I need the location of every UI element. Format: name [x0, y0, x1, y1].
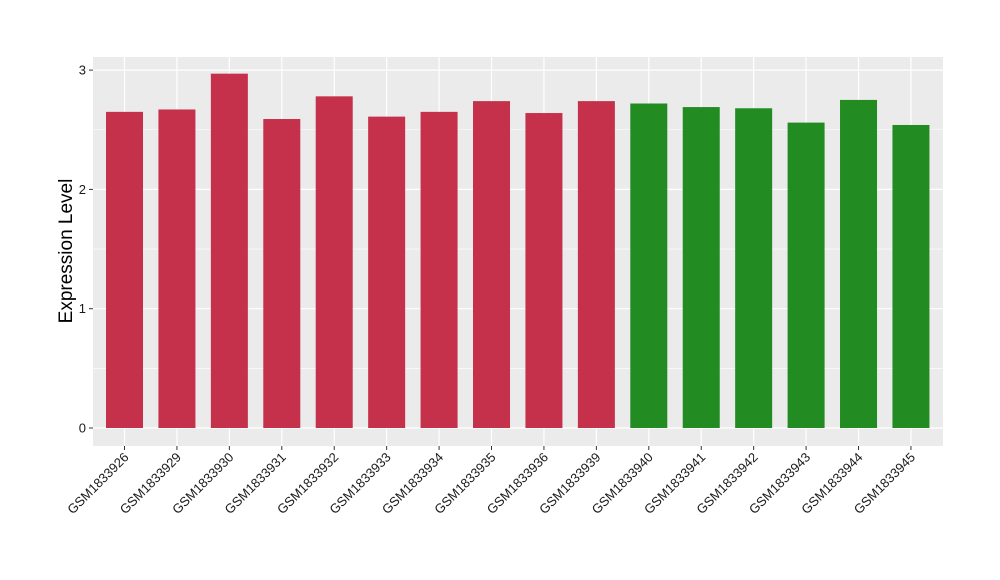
y-axis-title: Expression Level [56, 179, 77, 324]
y-tick-label: 0 [79, 421, 86, 436]
bar-GSM1833929 [158, 109, 196, 429]
bars-group [106, 73, 930, 429]
bar-GSM1833944 [840, 99, 878, 429]
bar-GSM1833930 [210, 73, 248, 428]
bar-GSM1833943 [787, 122, 825, 428]
bar-GSM1833941 [682, 107, 720, 428]
bar-GSM1833942 [735, 108, 773, 428]
y-tick-label: 1 [79, 301, 86, 316]
y-axis-ticks: 0 1 2 3 [79, 63, 93, 436]
bar-GSM1833936 [525, 113, 563, 428]
bar-GSM1833934 [420, 111, 458, 428]
bar-GSM1833931 [263, 119, 301, 428]
x-axis-ticks: GSM1833926GSM1833929GSM1833930GSM1833931… [64, 446, 918, 517]
bar-GSM1833933 [368, 116, 406, 428]
bar-GSM1833945 [892, 124, 930, 428]
bar-GSM1833940 [630, 103, 668, 428]
y-tick-label: 3 [79, 63, 86, 78]
bar-GSM1833926 [106, 111, 143, 428]
bar-GSM1833939 [577, 101, 615, 429]
bar-GSM1833935 [473, 101, 511, 429]
bar-GSM1833932 [315, 96, 353, 428]
y-tick-label: 2 [79, 182, 86, 197]
